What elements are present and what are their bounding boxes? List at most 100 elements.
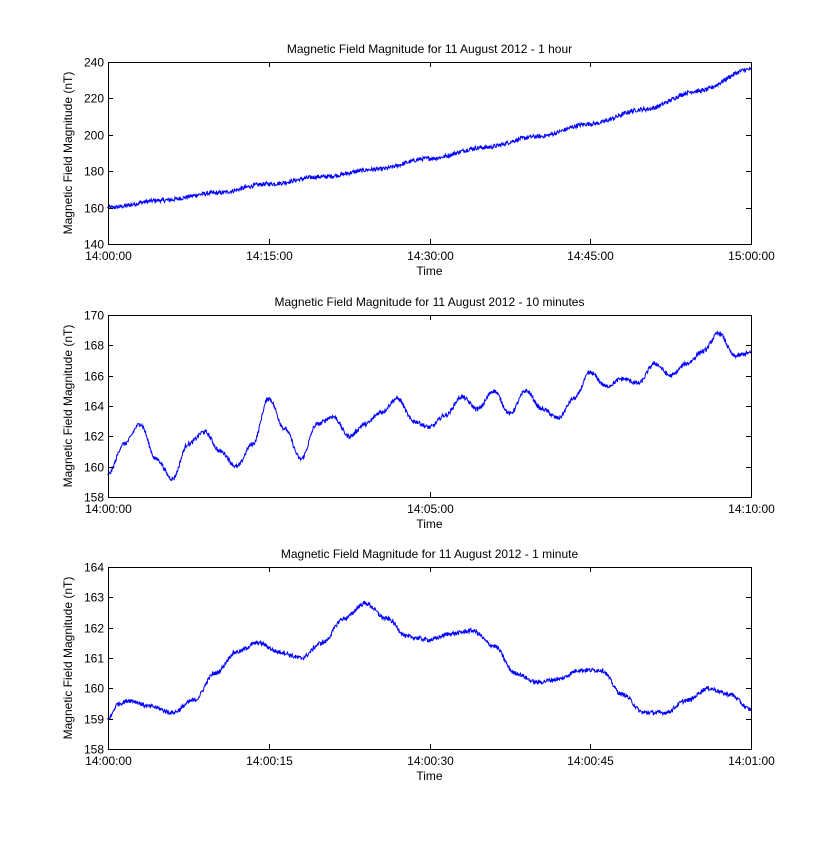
data-point xyxy=(128,699,131,702)
y-tick-label: 220 xyxy=(84,92,104,106)
data-point xyxy=(235,651,238,653)
data-point xyxy=(375,168,377,171)
data-point xyxy=(428,426,431,429)
y-tick-label: 163 xyxy=(84,591,104,605)
data-point xyxy=(476,408,479,410)
x-tick-label: 14:00:45 xyxy=(567,754,614,768)
data-point xyxy=(187,443,190,445)
data-point xyxy=(444,414,447,416)
data-point xyxy=(380,411,383,413)
data-point xyxy=(685,362,688,365)
data-point xyxy=(219,450,222,453)
x-tick-label: 14:01:00 xyxy=(728,754,775,768)
x-tick-label: 14:00:00 xyxy=(85,249,132,263)
data-point xyxy=(155,458,158,460)
data-point xyxy=(321,175,324,178)
y-tick-label: 164 xyxy=(84,561,104,575)
data-point xyxy=(541,408,543,410)
y-tick-label: 162 xyxy=(84,622,104,636)
data-point xyxy=(235,465,238,468)
y-tick-label: 162 xyxy=(84,430,104,444)
data-point xyxy=(535,681,538,684)
y-tick-label: 158 xyxy=(84,743,104,757)
x-tick-label: 14:00:15 xyxy=(246,754,293,768)
data-point xyxy=(214,672,216,674)
data-point xyxy=(450,632,452,635)
x-tick-label: 14:30:00 xyxy=(407,249,454,263)
data-point xyxy=(493,645,495,647)
data-point xyxy=(535,135,538,138)
x-tick-label: 14:05:00 xyxy=(407,502,454,516)
series-line xyxy=(108,330,751,482)
data-point xyxy=(364,423,367,426)
data-point xyxy=(278,651,281,653)
data-point xyxy=(621,377,624,380)
x-tick-label: 14:00:30 xyxy=(407,754,454,768)
data-point xyxy=(664,711,667,714)
data-point xyxy=(203,430,206,433)
y-tick-label: 170 xyxy=(84,309,104,323)
y-tick-label: 168 xyxy=(84,339,104,353)
data-point xyxy=(493,390,495,392)
data-point xyxy=(251,443,254,445)
chart-panel-1: 140 160 180 200 220 240 14:00:00 14:15:00 14:30:… xyxy=(61,42,775,278)
x-tick-label: 14:00:00 xyxy=(85,502,132,516)
y-tick-label: 200 xyxy=(84,129,104,143)
data-point xyxy=(396,397,399,400)
data-point xyxy=(214,192,216,194)
x-tick-label: 15:00:00 xyxy=(728,249,775,263)
data-point xyxy=(707,687,709,690)
chart-panel-2: 158 160 162 164 166 168 170 14:00:00 14:05:00 14:… xyxy=(61,295,775,531)
y-tick-label: 164 xyxy=(84,400,104,414)
y-tick-label: 140 xyxy=(84,238,104,252)
y-axis-label: Magnetic Field Magnitude (nT) xyxy=(61,72,75,235)
data-point xyxy=(267,183,270,185)
data-point xyxy=(589,123,592,125)
data-point xyxy=(364,602,367,605)
x-tick-label: 14:45:00 xyxy=(567,249,614,263)
data-point xyxy=(557,417,559,419)
data-point xyxy=(117,702,120,705)
x-tick-label: 14:10:00 xyxy=(728,502,775,516)
data-point xyxy=(460,396,463,398)
x-axis-label: Time xyxy=(416,264,443,278)
data-point xyxy=(509,412,511,415)
chart-title: Magnetic Field Magnitude for 11 August 2… xyxy=(287,42,572,56)
data-point xyxy=(557,678,559,681)
data-point xyxy=(150,705,152,708)
data-point xyxy=(471,629,474,632)
data-point xyxy=(718,332,720,335)
data-point xyxy=(192,699,195,702)
x-tick-label: 14:00:00 xyxy=(85,754,132,768)
data-point xyxy=(267,397,270,400)
y-tick-label: 160 xyxy=(84,682,104,696)
data-point xyxy=(332,415,334,418)
data-point xyxy=(734,355,736,357)
data-point xyxy=(600,669,602,671)
data-point xyxy=(482,146,484,149)
data-point xyxy=(412,420,415,422)
data-point xyxy=(728,693,731,696)
data-point xyxy=(316,423,318,426)
data-point xyxy=(321,642,324,644)
data-point xyxy=(637,382,640,385)
data-point xyxy=(123,443,125,445)
data-point xyxy=(573,397,575,400)
data-point xyxy=(621,693,624,696)
data-point xyxy=(257,642,259,644)
data-point xyxy=(160,199,163,202)
x-axis-label: Time xyxy=(416,517,443,531)
data-point xyxy=(407,635,409,638)
data-point xyxy=(643,108,645,111)
y-tick-label: 240 xyxy=(84,56,104,70)
data-point xyxy=(428,639,431,641)
data-point xyxy=(342,617,345,620)
y-tick-label: 159 xyxy=(84,713,104,727)
y-tick-label: 160 xyxy=(84,202,104,216)
data-point xyxy=(428,157,431,160)
data-point xyxy=(653,362,656,365)
data-point xyxy=(643,711,645,714)
data-point xyxy=(685,699,688,702)
chart-panel-3: 158 159 160 161 162 163 164 14:00:00 14:00:15 14:… xyxy=(61,547,775,783)
